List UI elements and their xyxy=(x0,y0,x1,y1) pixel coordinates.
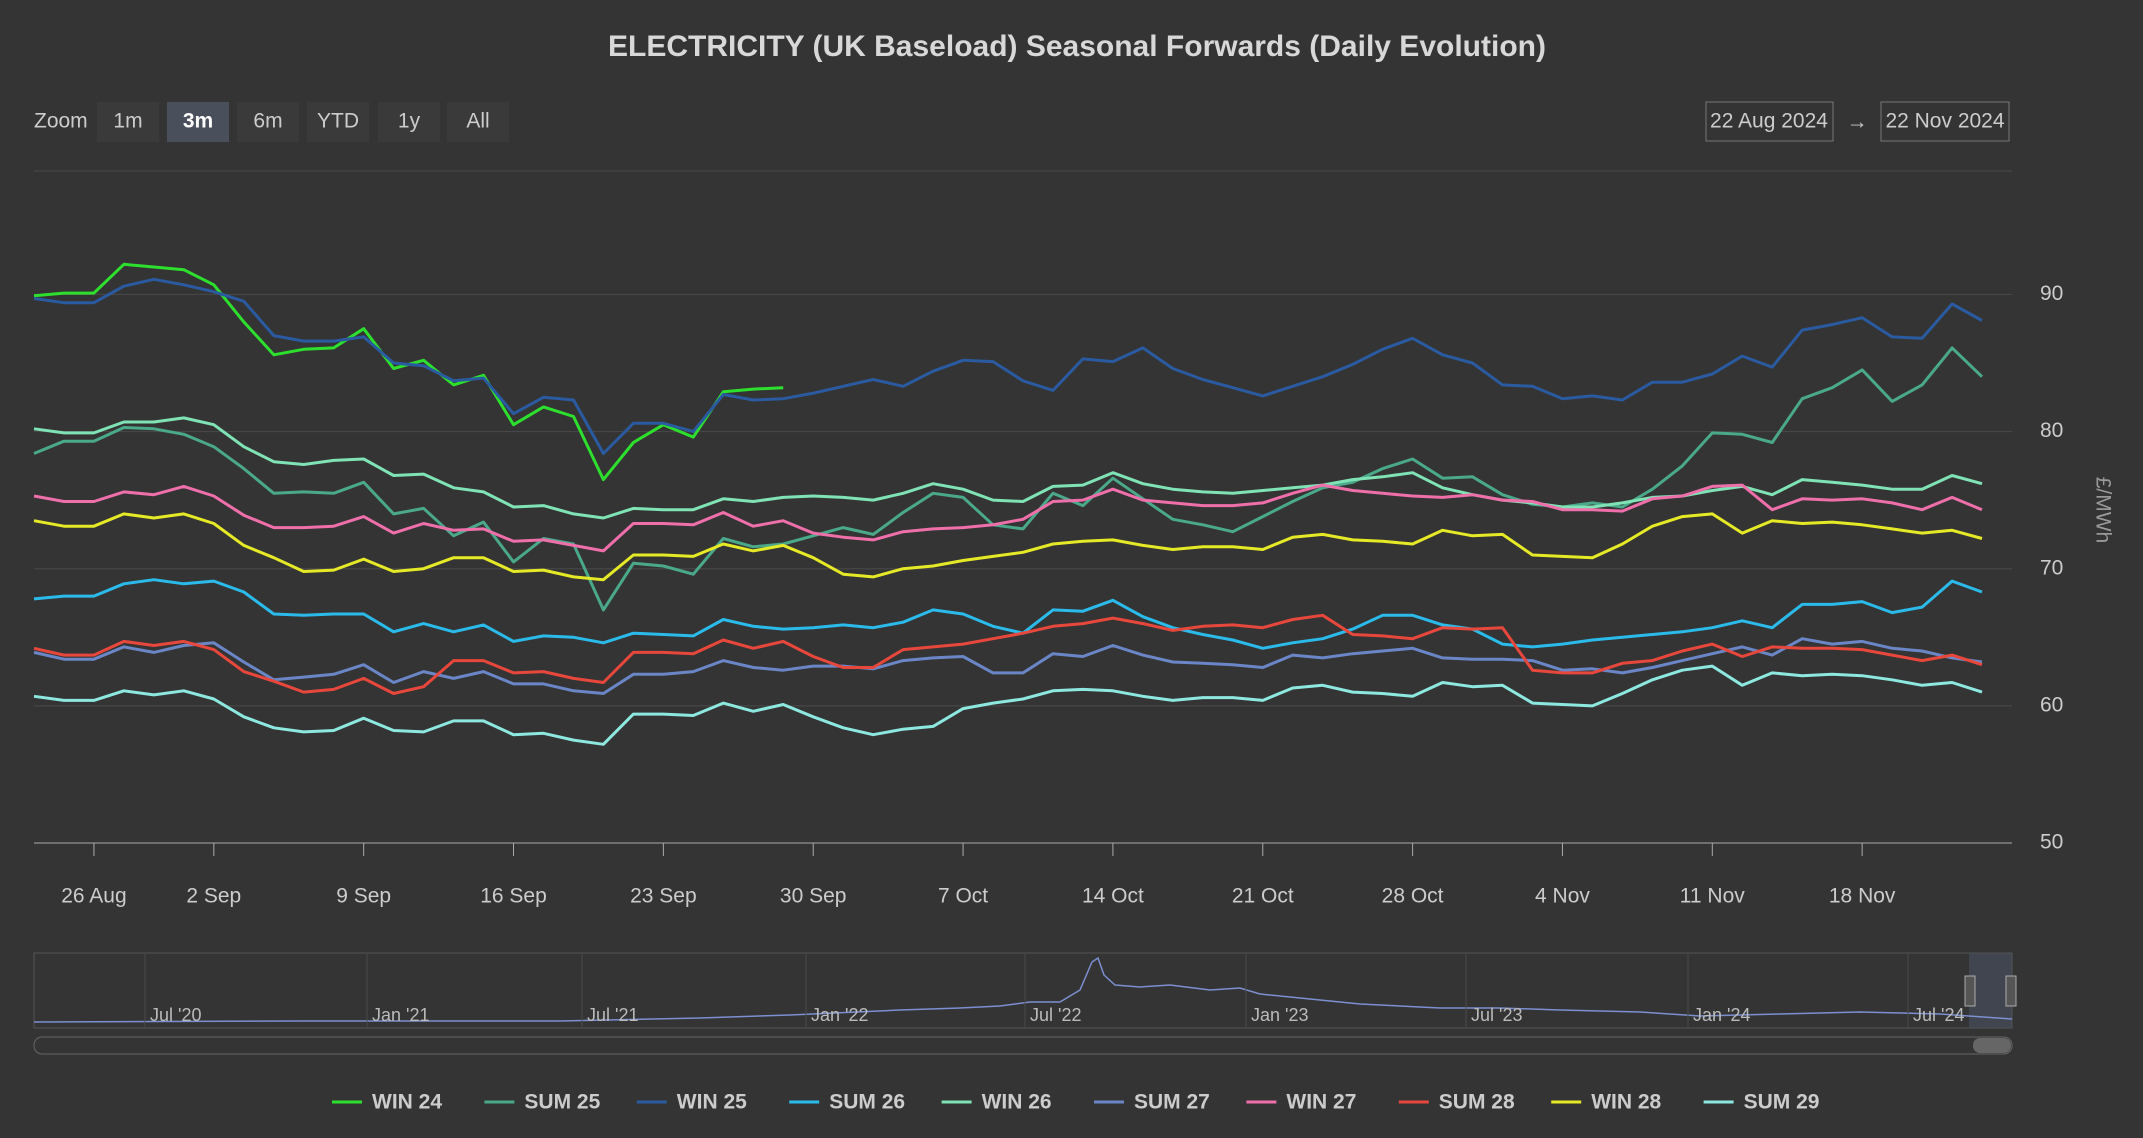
legend-label: WIN 25 xyxy=(677,1091,747,1114)
x-tick-label: 7 Oct xyxy=(938,885,988,908)
y-tick-label: 50 xyxy=(2040,831,2063,854)
navigator-handle[interactable] xyxy=(2005,975,2017,1007)
legend-item[interactable]: SUM 26 xyxy=(789,1091,905,1114)
legend-item[interactable]: WIN 27 xyxy=(1246,1091,1356,1114)
zoom-button[interactable] xyxy=(378,102,440,142)
zoom-button-label[interactable]: All xyxy=(466,110,489,133)
series-line xyxy=(33,664,1983,746)
legend-label: SUM 28 xyxy=(1439,1091,1515,1114)
y-tick-label: 70 xyxy=(2040,556,2063,579)
y-tick-label: 90 xyxy=(2040,282,2063,305)
y-tick-label: 80 xyxy=(2040,419,2063,442)
zoom-label: Zoom xyxy=(34,110,88,133)
legend-label: SUM 26 xyxy=(829,1091,905,1114)
legend-item[interactable]: SUM 28 xyxy=(1398,1091,1515,1114)
series-line xyxy=(33,483,1983,553)
legend-item[interactable]: WIN 26 xyxy=(941,1091,1052,1114)
navigator-label: Jan '23 xyxy=(1251,1005,1308,1025)
date-to[interactable]: 22 Nov 2024 xyxy=(1885,110,2004,133)
zoom-button[interactable] xyxy=(447,102,509,142)
x-tick-label: 23 Sep xyxy=(630,885,697,908)
zoom-button-label[interactable]: 6m xyxy=(253,110,282,133)
zoom-button-label[interactable]: 1m xyxy=(113,110,142,133)
legend-item[interactable]: WIN 25 xyxy=(636,1091,747,1114)
chart-title: ELECTRICITY (UK Baseload) Seasonal Forwa… xyxy=(608,30,1546,63)
x-tick-label: 16 Sep xyxy=(480,885,547,908)
legend-item[interactable]: SUM 25 xyxy=(484,1091,601,1114)
series-line xyxy=(33,613,1983,695)
x-tick-label: 26 Aug xyxy=(61,885,126,908)
x-tick-label: 2 Sep xyxy=(186,885,241,908)
zoom-button-label[interactable]: 3m xyxy=(183,110,213,133)
legend-label: WIN 28 xyxy=(1591,1091,1661,1114)
legend-item[interactable]: SUM 27 xyxy=(1094,1091,1210,1114)
date-from[interactable]: 22 Aug 2024 xyxy=(1710,110,1828,133)
x-tick-label: 14 Oct xyxy=(1082,885,1144,908)
navigator-label: Jul '22 xyxy=(1030,1005,1081,1025)
navigator-label: Jan '22 xyxy=(811,1005,868,1025)
navigator xyxy=(33,952,2017,1055)
legend-label: WIN 27 xyxy=(1286,1091,1356,1114)
date-separator: → xyxy=(1847,111,1868,134)
navigator-selection[interactable] xyxy=(1969,953,2012,1028)
x-tick-label: 18 Nov xyxy=(1829,885,1896,908)
legend-item[interactable]: WIN 24 xyxy=(332,1091,442,1114)
legend-label: SUM 29 xyxy=(1744,1091,1820,1114)
series-line xyxy=(33,637,1983,695)
legend-label: SUM 25 xyxy=(524,1091,600,1114)
legend-label: SUM 27 xyxy=(1134,1091,1210,1114)
y-tick-label: 60 xyxy=(2040,693,2063,716)
series-line xyxy=(33,578,1983,650)
scrollbar-thumb[interactable] xyxy=(1973,1038,2011,1053)
zoom-button[interactable] xyxy=(97,102,159,142)
zoom-button[interactable] xyxy=(237,102,299,142)
navigator-label: Jul '23 xyxy=(1471,1005,1522,1025)
x-tick-label: 28 Oct xyxy=(1382,885,1444,908)
scrollbar-track[interactable] xyxy=(33,1036,2013,1055)
zoom-button[interactable] xyxy=(167,102,229,142)
x-tick-label: 11 Nov xyxy=(1680,885,1745,908)
navigator-label: Jul '24 xyxy=(1913,1005,1964,1025)
zoom-button-label[interactable]: YTD xyxy=(317,110,359,133)
navigator-label: Jul '21 xyxy=(587,1005,638,1025)
navigator-label: Jan '21 xyxy=(372,1005,429,1025)
series-line xyxy=(33,277,1983,455)
series-line xyxy=(33,512,1983,582)
x-tick-label: 21 Oct xyxy=(1232,885,1294,908)
navigator-line xyxy=(33,956,2013,1023)
x-tick-label: 4 Nov xyxy=(1535,885,1590,908)
y-axis-title: £/MWh xyxy=(2091,477,2114,544)
zoom-button[interactable] xyxy=(307,102,369,142)
legend-item[interactable]: WIN 28 xyxy=(1551,1091,1662,1114)
series-line xyxy=(33,346,1984,612)
x-tick-label: 30 Sep xyxy=(780,885,847,908)
legend-label: WIN 24 xyxy=(372,1091,442,1114)
navigator-handle[interactable] xyxy=(1964,975,1976,1007)
navigator-label: Jan '24 xyxy=(1693,1005,1750,1025)
legend-label: WIN 26 xyxy=(982,1091,1052,1114)
date-to-box[interactable] xyxy=(1880,101,2010,142)
navigator-label: Jul '20 xyxy=(150,1005,201,1025)
x-tick-label: 9 Sep xyxy=(336,885,391,908)
legend-item[interactable]: SUM 29 xyxy=(1703,1091,1820,1114)
zoom-button-label[interactable]: 1y xyxy=(398,110,421,133)
date-from-box[interactable] xyxy=(1705,101,1834,142)
